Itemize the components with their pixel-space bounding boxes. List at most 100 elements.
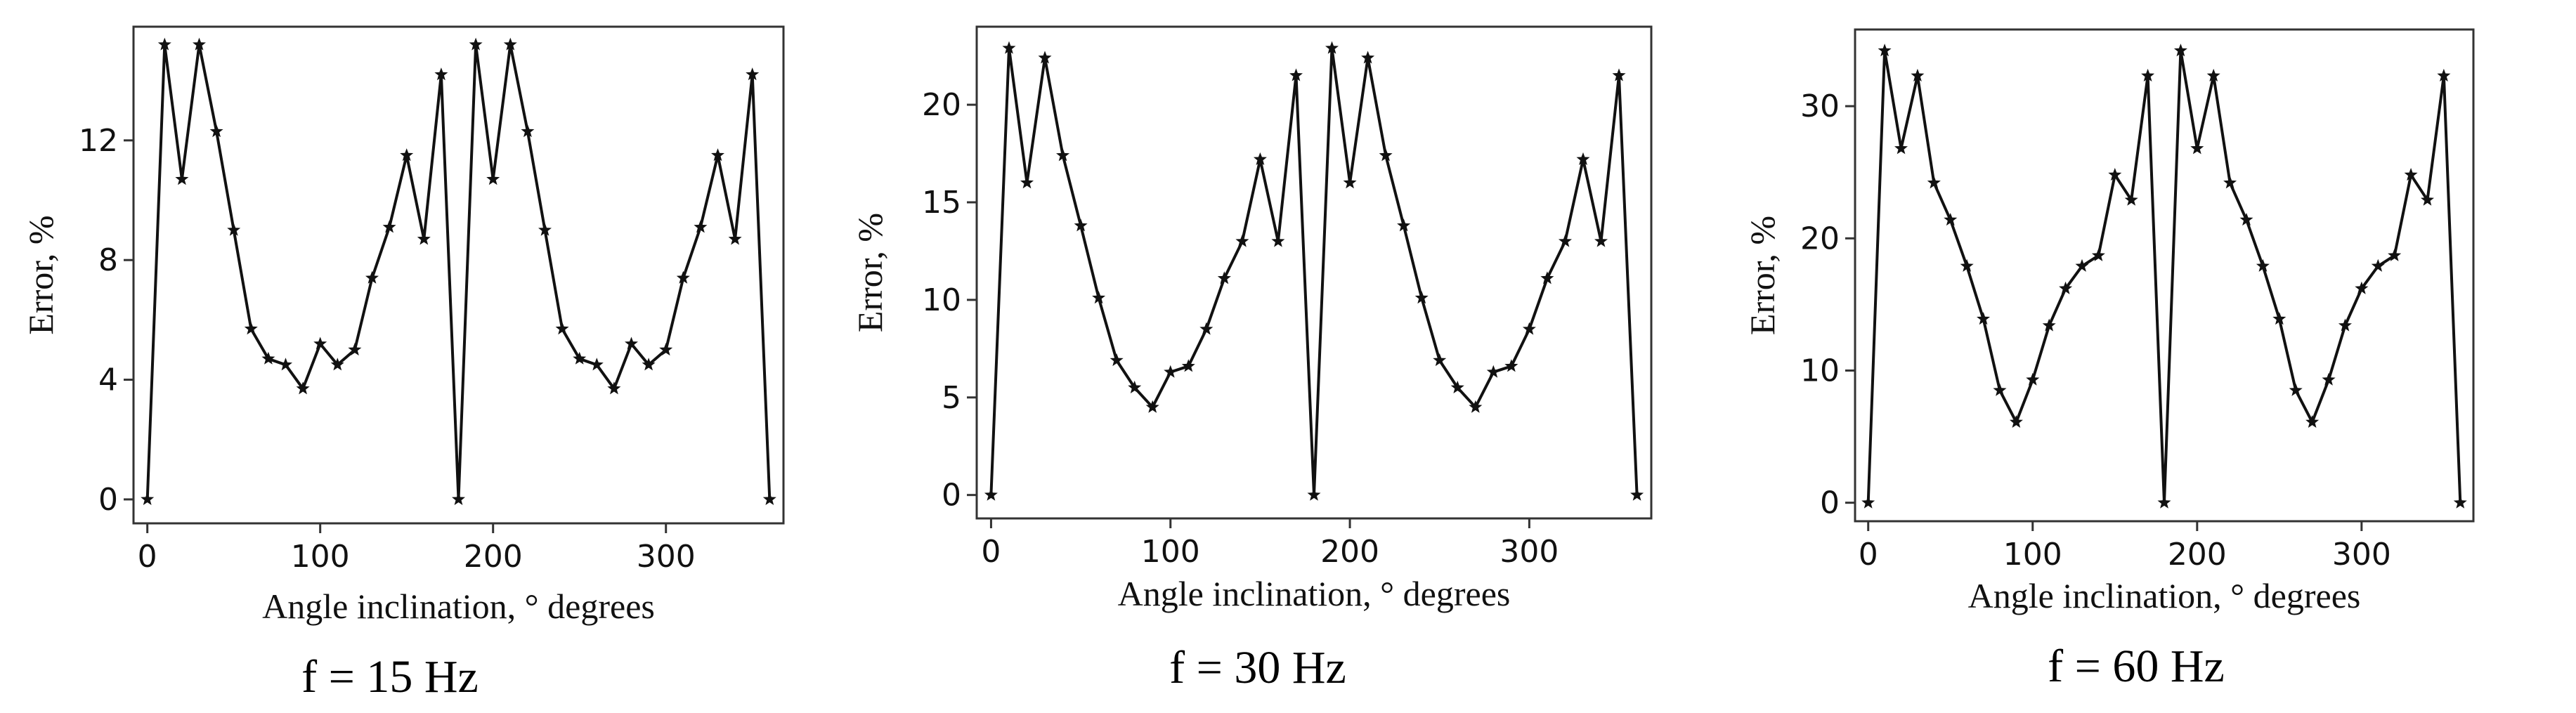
- data-point-marker: [296, 381, 310, 395]
- x-axis-label: Angle inclination, ° degrees: [1968, 576, 2361, 615]
- data-point-marker: [2009, 414, 2023, 428]
- data-point-marker: [1361, 51, 1375, 64]
- data-point-marker: [2124, 192, 2138, 206]
- x-tick-label: 200: [2168, 537, 2227, 573]
- y-axis-label: Error, %: [1743, 216, 1782, 335]
- x-axis-label: Angle inclination, ° degrees: [1118, 574, 1511, 613]
- data-point-marker: [1612, 68, 1626, 81]
- y-axis-label: Error, %: [21, 215, 60, 334]
- data-point-marker: [2059, 281, 2073, 294]
- data-point-marker: [2091, 248, 2105, 261]
- data-point-marker: [2173, 44, 2187, 57]
- data-point-marker: [1944, 213, 1958, 226]
- x-tick-label: 0: [138, 539, 157, 575]
- data-point-marker: [1504, 359, 1518, 372]
- data-point-marker: [1199, 322, 1214, 335]
- data-point-marker: [746, 67, 760, 81]
- x-tick-label: 100: [291, 539, 350, 575]
- y-tick-label: 4: [98, 362, 118, 398]
- data-point-marker: [1861, 495, 1875, 509]
- data-point-marker: [2141, 68, 2155, 81]
- data-point-marker: [1630, 488, 1644, 501]
- data-point-marker: [1056, 148, 1070, 162]
- data-point-marker: [1289, 68, 1303, 81]
- data-point-marker: [694, 220, 708, 233]
- data-point-marker: [2388, 248, 2402, 261]
- data-point-marker: [659, 343, 673, 356]
- data-point-marker: [1325, 41, 1339, 54]
- y-tick-label: 0: [98, 482, 118, 518]
- data-point-marker: [2206, 68, 2220, 81]
- data-point-marker: [2026, 372, 2040, 386]
- x-tick-label: 100: [2003, 537, 2062, 573]
- data-point-marker: [1450, 380, 1464, 393]
- data-point-marker: [2355, 281, 2369, 294]
- data-point-marker: [1128, 380, 1142, 393]
- x-tick-label: 300: [1500, 534, 1559, 570]
- data-point-marker: [1414, 291, 1429, 304]
- data-point-marker: [762, 492, 776, 505]
- data-point-marker: [1110, 353, 1124, 367]
- data-point-marker: [1878, 44, 1892, 57]
- data-point-marker: [1894, 141, 1908, 155]
- data-point-marker: [330, 358, 344, 371]
- data-point-marker: [1217, 271, 1231, 284]
- data-point-marker: [2272, 312, 2286, 325]
- data-point-marker: [711, 148, 724, 162]
- data-point-marker: [1020, 176, 1034, 189]
- y-tick-label: 30: [1800, 89, 1840, 124]
- data-point-marker: [1343, 176, 1357, 189]
- data-point-marker: [365, 270, 379, 284]
- data-point-marker: [1397, 218, 1411, 232]
- data-point-marker: [1038, 51, 1052, 64]
- data-point-marker: [1911, 68, 1925, 81]
- data-point-marker: [1074, 218, 1088, 232]
- data-point-marker: [2421, 192, 2434, 206]
- data-point-marker: [434, 67, 448, 81]
- data-point-marker: [400, 148, 414, 162]
- data-point-marker: [2108, 168, 2122, 181]
- data-point-marker: [2256, 259, 2270, 272]
- data-point-marker: [157, 37, 171, 51]
- series-line: [145, 43, 772, 501]
- data-point-marker: [486, 172, 500, 185]
- y-tick-label: 5: [942, 380, 961, 416]
- data-point-marker: [348, 343, 362, 356]
- series-line: [1866, 49, 2462, 504]
- data-point-marker: [227, 223, 241, 236]
- data-point-marker: [1433, 353, 1447, 367]
- data-point-marker: [984, 488, 998, 501]
- data-point-marker: [2322, 372, 2336, 386]
- x-tick-label: 0: [1859, 537, 1878, 573]
- data-point-marker: [1145, 400, 1159, 413]
- data-point-marker: [2075, 259, 2089, 272]
- data-point-marker: [607, 381, 621, 395]
- data-point-marker: [469, 37, 483, 51]
- data-point-marker: [1540, 271, 1554, 284]
- y-tick-label: 12: [79, 123, 118, 159]
- plot-frame: [132, 25, 785, 525]
- data-point-marker: [382, 220, 396, 233]
- data-point-marker: [1379, 148, 1393, 162]
- data-point-marker: [1307, 488, 1321, 501]
- data-point-marker: [1558, 234, 1572, 247]
- figure-caption: f = 30 Hz: [1169, 642, 1346, 693]
- data-point-marker: [1522, 322, 1536, 335]
- data-point-marker: [261, 351, 275, 365]
- figure-caption: f = 60 Hz: [2048, 641, 2225, 692]
- data-point-marker: [1977, 312, 1991, 325]
- y-axis-label: Error, %: [850, 213, 890, 332]
- y-tick-label: 8: [98, 242, 118, 278]
- plot-frame: [975, 25, 1653, 520]
- y-tick-label: 20: [922, 87, 961, 123]
- x-tick-label: 0: [981, 534, 1001, 570]
- data-point-marker: [590, 358, 604, 371]
- data-point-marker: [1092, 291, 1106, 304]
- data-point-marker: [279, 358, 292, 371]
- x-axis-label: Angle inclination, ° degrees: [262, 587, 655, 626]
- data-point-marker: [2223, 176, 2237, 189]
- x-tick-label: 200: [464, 539, 523, 575]
- data-point-marker: [1960, 259, 1974, 272]
